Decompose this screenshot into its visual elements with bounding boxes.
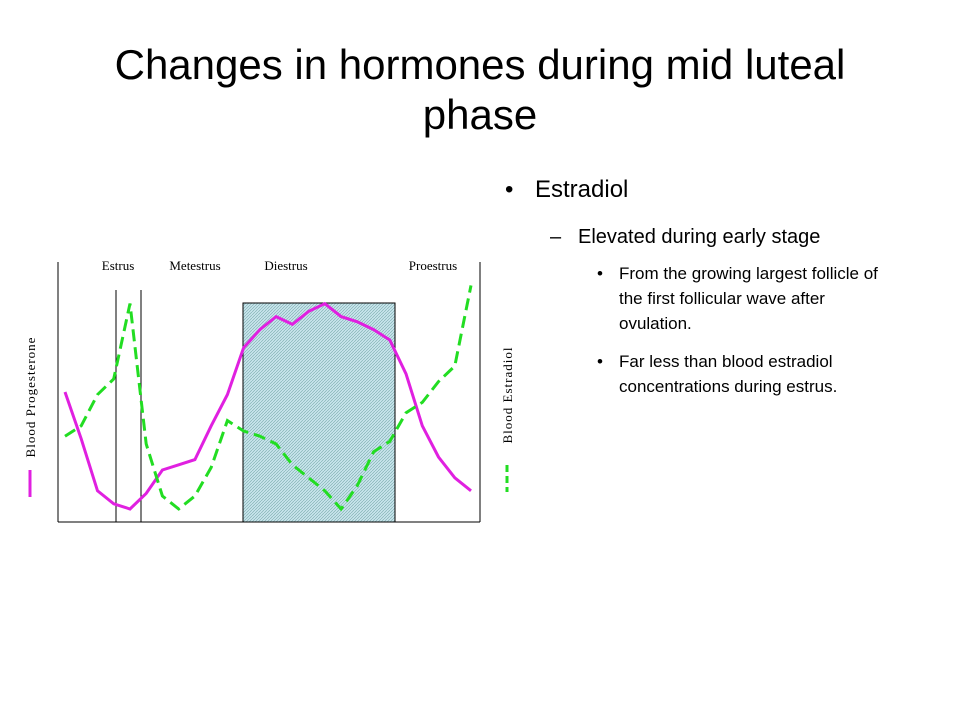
phase-label: Metestrus — [169, 258, 220, 273]
bullet: Elevated during early stage — [578, 226, 821, 248]
slide-title: Changes in hormones during mid luteal ph… — [114, 41, 846, 138]
series-line — [63, 301, 472, 511]
phase-label: Estrus — [102, 258, 135, 273]
phase-label: Diestrus — [264, 258, 307, 273]
bullet-marker: – — [550, 226, 562, 248]
phase-label: Proestrus — [409, 258, 457, 273]
bullet-marker: • — [505, 176, 514, 203]
y-axis-label: Blood Progesterone — [23, 337, 38, 458]
bullet: Estradiol — [535, 176, 629, 203]
bullet: Far less than blood estradiol concentrat… — [619, 352, 838, 396]
bullet-marker: • — [597, 264, 603, 283]
bullet-marker: • — [597, 352, 603, 371]
y2-axis-label: Blood Estradiol — [500, 347, 515, 444]
diestrus-shade — [242, 302, 396, 523]
bullet: From the growing largest follicle of the… — [619, 264, 878, 333]
